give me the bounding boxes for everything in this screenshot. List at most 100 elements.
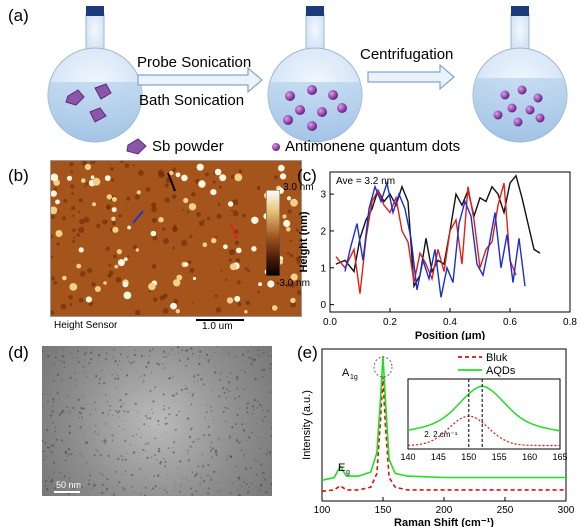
afm-speckle <box>78 210 81 214</box>
tem-particle <box>52 422 54 424</box>
afm-particle <box>214 168 222 176</box>
tem-particle <box>74 408 76 410</box>
tem-particle <box>157 450 160 452</box>
tem-particle <box>85 348 87 350</box>
colorbar-min-label: -3.0 nm <box>276 278 310 289</box>
tem-particle <box>256 422 258 424</box>
x-tick-label: 0.2 <box>383 317 397 328</box>
tem-particle <box>211 356 213 358</box>
afm-speckle <box>202 219 205 222</box>
afm-speckle <box>289 281 296 288</box>
afm-particle <box>290 198 298 207</box>
tem-particle <box>86 462 88 464</box>
afm-speckle <box>51 234 53 239</box>
afm-speckle <box>115 276 122 283</box>
afm-speckle <box>69 162 74 167</box>
x-axis-label: Raman Shift (cm⁻¹) <box>394 517 494 527</box>
tem-particle <box>106 401 108 403</box>
tem-scalebar-label: 50 nm <box>56 480 82 490</box>
tem-particle <box>82 394 84 396</box>
tem-particle <box>101 491 104 495</box>
tem-particle <box>178 410 180 413</box>
tem-particle <box>124 473 126 475</box>
afm-particle <box>226 297 234 304</box>
tem-particle <box>191 352 194 355</box>
tem-particle <box>110 398 112 399</box>
tem-particle <box>104 492 105 494</box>
tem-particle <box>95 448 97 450</box>
afm-particle <box>227 201 234 207</box>
tem-particle <box>185 364 187 367</box>
afm-particle <box>282 214 287 219</box>
tem-particle <box>78 361 81 364</box>
afm-speckle <box>132 164 135 167</box>
afm-speckle <box>163 238 169 245</box>
tem-particle <box>259 483 263 487</box>
tem-particle <box>52 445 55 448</box>
tem-particle <box>152 487 154 490</box>
tem-particle <box>224 406 227 409</box>
tem-particle <box>193 375 196 378</box>
afm-speckle <box>96 223 101 229</box>
tem-particle <box>47 349 49 350</box>
afm-speckle <box>51 214 56 220</box>
tem-particle <box>151 408 153 410</box>
afm-colorbar <box>266 190 280 276</box>
tem-particle <box>133 451 136 454</box>
tem-particle <box>259 489 261 492</box>
tem-particle <box>150 373 152 374</box>
tem-particle <box>185 387 188 390</box>
tem-particle <box>51 478 54 481</box>
tem-particle <box>230 372 232 374</box>
tem-particle <box>257 349 259 352</box>
tem-particle <box>157 475 160 478</box>
y-tick-label: 3 <box>320 190 326 201</box>
afm-speckle <box>171 194 177 199</box>
afm-speckle <box>244 267 248 270</box>
afm-particle <box>198 180 206 188</box>
tem-particle <box>162 486 164 487</box>
tem-particle <box>262 471 265 474</box>
tem-particle <box>65 455 68 457</box>
tem-particle <box>53 444 55 446</box>
afm-particle <box>103 281 107 285</box>
tem-particle <box>210 441 213 444</box>
tem-particle <box>58 413 61 416</box>
tem-particle <box>118 360 121 362</box>
tem-particle <box>192 393 195 395</box>
tem-particle <box>101 440 104 442</box>
afm-speckle <box>257 290 260 293</box>
tem-particle <box>172 447 174 449</box>
tem-particle <box>246 402 249 405</box>
tem-particle <box>213 419 215 421</box>
afm-particle <box>286 227 291 232</box>
afm-particle <box>55 230 63 237</box>
afm-speckle <box>191 192 196 197</box>
afm-particle <box>66 175 73 181</box>
tem-particle <box>142 449 144 451</box>
afm-speckle <box>120 161 124 163</box>
afm-particle <box>188 203 197 211</box>
tem-particle <box>159 488 161 490</box>
tem-particle <box>61 379 63 381</box>
tem-particle <box>60 379 62 381</box>
afm-speckle <box>151 202 157 208</box>
eg-peak-label: E <box>338 462 345 474</box>
afm-particle <box>123 257 128 262</box>
afm-particle <box>229 263 237 271</box>
afm-speckle <box>51 310 55 316</box>
tem-particle <box>204 416 206 418</box>
tem-particle <box>125 393 128 396</box>
tem-particle <box>222 410 225 413</box>
tem-particle <box>63 349 65 351</box>
tem-particle <box>164 460 167 464</box>
tem-particle <box>101 473 103 475</box>
tem-particle <box>99 394 100 396</box>
tem-particle <box>117 377 120 380</box>
tem-particle <box>257 437 259 439</box>
flask-2 <box>267 6 363 143</box>
afm-speckle <box>81 161 87 166</box>
tem-particle <box>59 481 61 483</box>
tem-particle <box>164 417 167 420</box>
tem-particle <box>117 375 119 377</box>
